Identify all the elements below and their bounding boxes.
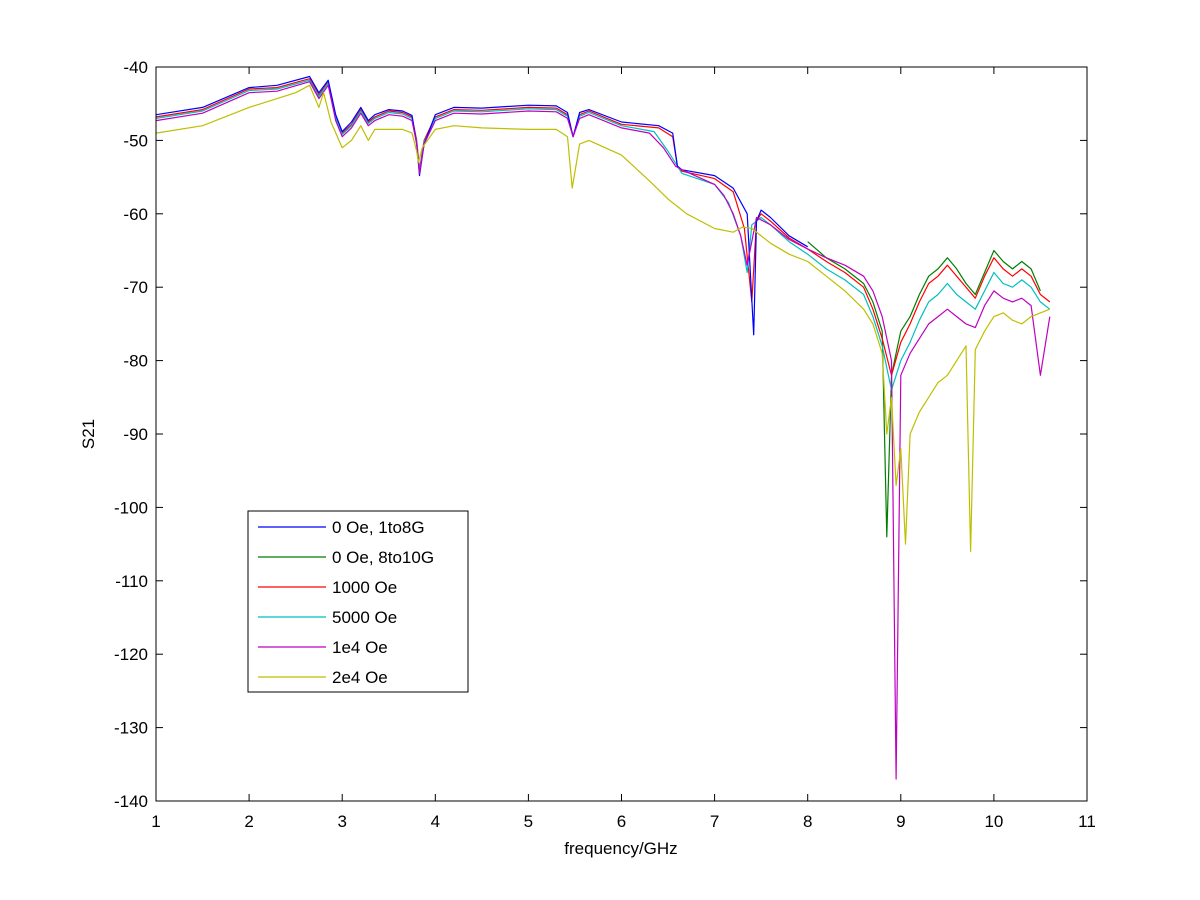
y-tick-label: -50 xyxy=(123,131,148,150)
series-line-2 xyxy=(156,78,1051,376)
x-tick-label: 6 xyxy=(617,812,626,831)
y-tick-label: -100 xyxy=(114,498,148,517)
y-tick-label: -130 xyxy=(114,719,148,738)
y-tick-label: -120 xyxy=(114,645,148,664)
legend-label: 1e4 Oe xyxy=(332,638,388,657)
x-tick-label: 8 xyxy=(803,812,812,831)
x-tick-label: 4 xyxy=(431,812,440,831)
y-tick-label: -110 xyxy=(115,572,148,591)
y-tick-label: -60 xyxy=(123,205,148,224)
series-line-4 xyxy=(156,81,1051,780)
y-tick-label: -140 xyxy=(114,792,148,811)
series-line-3 xyxy=(156,79,1051,391)
x-tick-label: 7 xyxy=(710,812,719,831)
x-tick-label: 5 xyxy=(524,812,533,831)
legend-label: 2e4 Oe xyxy=(332,668,388,687)
legend-label: 1000 Oe xyxy=(332,578,397,597)
series-line-0 xyxy=(156,75,809,336)
series-line-1 xyxy=(807,241,1041,538)
x-axis: 1 2 3 4 5 6 7 8 9 10 11 xyxy=(151,67,1096,831)
x-tick-label: 2 xyxy=(244,812,253,831)
x-axis-label: frequency/GHz xyxy=(564,839,677,858)
x-tick-label: 9 xyxy=(896,812,905,831)
x-tick-label: 10 xyxy=(984,812,1003,831)
x-tick-label: 11 xyxy=(1078,812,1096,831)
legend-label: 0 Oe, 1to8G xyxy=(332,518,425,537)
legend-label: 5000 Oe xyxy=(332,608,397,627)
y-tick-label: -70 xyxy=(123,278,148,297)
x-tick-label: 1 xyxy=(151,812,160,831)
legend-box xyxy=(247,510,469,693)
y-axis: -40 -50 -60 -70 -80 -90 -100 -110 -120 -130 -140 xyxy=(114,58,1087,811)
legend-label: 0 Oe, 8to10G xyxy=(332,548,434,567)
series-line-5 xyxy=(156,84,1051,553)
y-tick-label: -90 xyxy=(123,425,148,444)
y-tick-label: -80 xyxy=(123,352,148,371)
y-tick-label: -40 xyxy=(123,58,148,77)
x-tick-label: 3 xyxy=(337,812,346,831)
series-layer xyxy=(156,75,1051,780)
legend: 0 Oe, 1to8G 0 Oe, 8to10G 1000 Oe 5000 Oe 1e4… xyxy=(247,510,469,693)
y-axis-label: S21 xyxy=(79,419,98,449)
